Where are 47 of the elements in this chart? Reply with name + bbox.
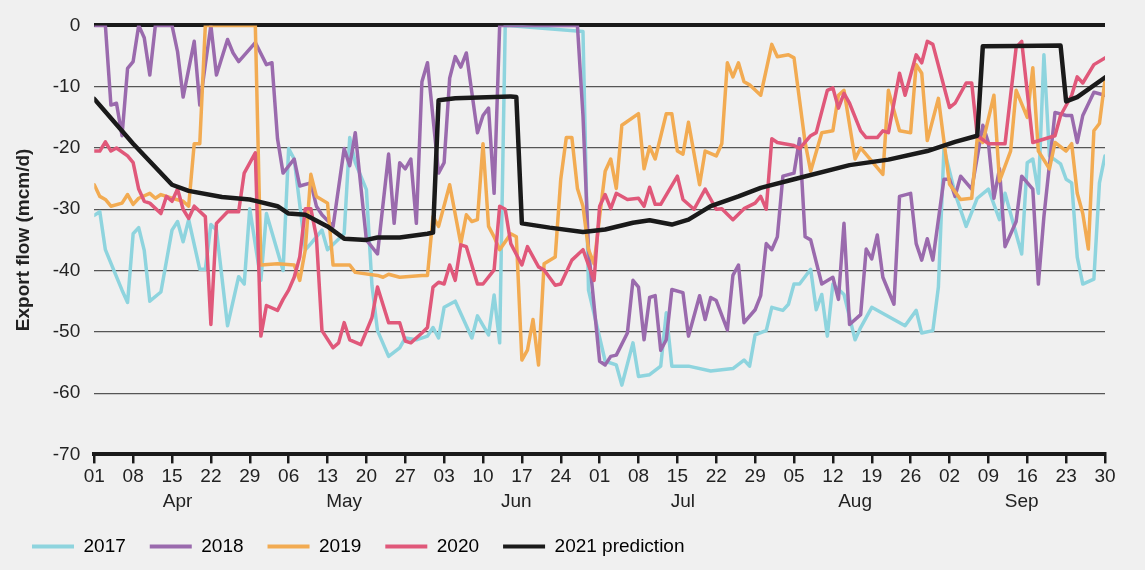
y-axis-title: Export flow (mcm/d) [11, 148, 33, 332]
y-tick-label: -60 [52, 381, 81, 403]
x-tick-label: 30 [1094, 465, 1116, 487]
x-tick-label: 12 [822, 465, 844, 487]
legend-label: 2021 prediction [554, 534, 685, 556]
x-tick-label: 08 [627, 465, 650, 487]
x2-tick-label: Sep [1004, 489, 1039, 511]
x-tick-label: 15 [161, 465, 183, 487]
legend-label: 2019 [319, 534, 362, 556]
y-tick-label: -40 [52, 258, 81, 280]
x2-tick-label: Apr [162, 489, 194, 511]
x-tick-label: 05 [783, 465, 805, 487]
y-tick-label: -20 [52, 136, 81, 158]
x-tick-label: 01 [589, 465, 611, 487]
x-tick-label: 22 [200, 465, 222, 487]
y-tick-label: -10 [52, 74, 81, 96]
x-tick-label: 26 [900, 465, 922, 487]
x-tick-label: 09 [977, 465, 999, 487]
x-tick-label: 19 [861, 465, 883, 487]
x-tick-label: 01 [83, 465, 105, 487]
x2-tick-label: Aug [838, 489, 872, 511]
x-tick-label: 22 [705, 465, 727, 487]
y-tick-label: -30 [52, 197, 81, 219]
x-tick-label: 03 [433, 465, 455, 487]
y-tick-label: -50 [52, 320, 81, 342]
x-tick-label: 08 [122, 465, 144, 487]
y-tick-label: -70 [52, 442, 81, 464]
legend-label: 2018 [201, 534, 244, 556]
x-tick-label: 02 [938, 465, 961, 487]
x-tick-label: 06 [278, 465, 300, 487]
x-tick-label: 17 [511, 465, 533, 487]
x-tick-label: 13 [316, 465, 339, 487]
x-tick-label: 10 [472, 465, 494, 487]
x-tick-label: 29 [744, 465, 766, 487]
x2-tick-label: May [326, 489, 363, 511]
x-tick-label: 23 [1055, 465, 1077, 487]
x2-tick-label: Jun [501, 489, 532, 511]
x-tick-label: 27 [394, 465, 416, 487]
legend-label: 2017 [83, 534, 126, 556]
x-tick-label: 15 [666, 465, 688, 487]
x-tick-label: 20 [355, 465, 377, 487]
legend-label: 2020 [436, 534, 480, 556]
y-tick-label: 0 [69, 13, 81, 35]
x-tick-label: 29 [239, 465, 261, 487]
x-tick-label: 24 [550, 465, 572, 487]
x-tick-label: 16 [1016, 465, 1038, 487]
x2-tick-label: Jul [670, 489, 696, 511]
